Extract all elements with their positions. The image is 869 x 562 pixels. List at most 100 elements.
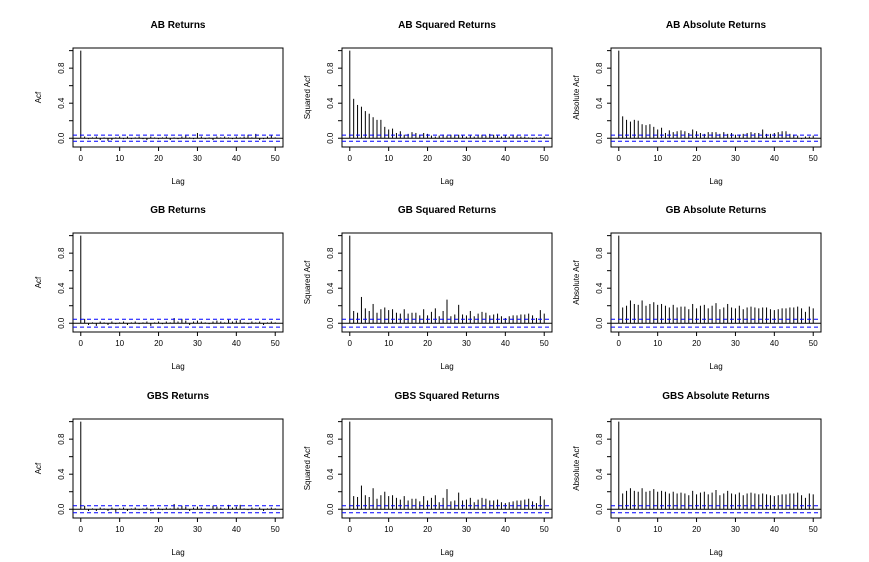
y-tick-label: 0.8 <box>57 433 66 445</box>
x-tick-label: 30 <box>731 154 740 163</box>
panel-title: GB Returns <box>150 205 206 216</box>
x-tick-label: 50 <box>540 154 549 163</box>
y-tick-label: 0.0 <box>595 503 604 515</box>
y-tick-label: 0.0 <box>57 503 66 515</box>
panel-title: AB Absolute Returns <box>666 20 767 31</box>
x-tick-label: 50 <box>540 525 549 534</box>
y-axis-label: Acf <box>34 276 43 288</box>
x-axis-label: Lag <box>440 548 453 557</box>
x-tick-label: 50 <box>809 154 818 163</box>
y-axis-label: Acf <box>34 91 43 103</box>
y-tick-label: 0.0 <box>326 317 335 329</box>
panel-title: GBS Absolute Returns <box>662 391 770 402</box>
y-tick-label: 0.0 <box>57 132 66 144</box>
x-tick-label: 40 <box>501 154 510 163</box>
y-tick-label: 0.8 <box>326 62 335 74</box>
plot-frame <box>610 232 822 333</box>
y-axis-label: Acf <box>34 462 43 474</box>
y-tick-label: 0.8 <box>326 247 335 259</box>
x-axis-label: Lag <box>171 548 184 557</box>
x-axis-label: Lag <box>171 362 184 371</box>
plot-frame <box>72 232 284 333</box>
x-tick-label: 0 <box>348 154 353 163</box>
panel-title: AB Returns <box>150 20 205 31</box>
plot-frame <box>72 47 284 148</box>
x-tick-label: 10 <box>115 525 124 534</box>
acf-panel: GB Absolute Returns Lag Absolute Acf 0 10 20 3… <box>572 205 822 371</box>
x-tick-label: 10 <box>653 525 662 534</box>
x-tick-label: 0 <box>617 525 622 534</box>
x-tick-label: 10 <box>115 339 124 348</box>
y-tick-label: 0.8 <box>595 433 604 445</box>
y-tick-label: 0.0 <box>595 317 604 329</box>
x-tick-label: 30 <box>193 154 202 163</box>
y-tick-label: 0.8 <box>57 62 66 74</box>
y-axis-label: Squared Acf <box>303 75 312 119</box>
x-axis-label: Lag <box>440 362 453 371</box>
x-tick-label: 10 <box>384 154 393 163</box>
x-tick-label: 0 <box>617 154 622 163</box>
x-axis-label: Lag <box>709 362 722 371</box>
x-tick-label: 30 <box>193 525 202 534</box>
panel-title: GB Absolute Returns <box>666 205 767 216</box>
y-tick-label: 0.4 <box>326 468 335 480</box>
x-tick-label: 40 <box>770 154 779 163</box>
y-axis-label: Absolute Acf <box>572 445 581 490</box>
y-tick-label: 0.4 <box>326 97 335 109</box>
x-axis-label: Lag <box>440 177 453 186</box>
x-tick-label: 10 <box>384 525 393 534</box>
x-tick-label: 20 <box>692 525 701 534</box>
x-tick-label: 0 <box>79 339 84 348</box>
x-tick-label: 50 <box>271 154 280 163</box>
x-tick-label: 30 <box>731 339 740 348</box>
panel-title: GBS Squared Returns <box>394 391 499 402</box>
plot-frame <box>341 47 553 148</box>
x-tick-label: 40 <box>501 525 510 534</box>
acf-panel: AB Absolute Returns Lag Absolute Acf 0 10 20 3… <box>572 20 822 186</box>
x-axis-label: Lag <box>709 548 722 557</box>
x-tick-label: 20 <box>154 154 163 163</box>
x-tick-label: 40 <box>770 339 779 348</box>
x-tick-label: 20 <box>423 339 432 348</box>
x-tick-label: 20 <box>154 525 163 534</box>
x-tick-label: 40 <box>232 154 241 163</box>
x-axis-label: Lag <box>171 177 184 186</box>
y-axis-label: Squared Acf <box>303 446 312 490</box>
y-tick-label: 0.4 <box>595 468 604 480</box>
plot-frame <box>341 232 553 333</box>
panel-title: AB Squared Returns <box>398 20 496 31</box>
plot-frame <box>610 418 822 519</box>
x-tick-label: 20 <box>692 154 701 163</box>
y-tick-label: 0.8 <box>326 433 335 445</box>
x-tick-label: 0 <box>617 339 622 348</box>
x-tick-label: 50 <box>809 339 818 348</box>
x-tick-label: 50 <box>271 525 280 534</box>
y-tick-label: 0.8 <box>57 247 66 259</box>
x-tick-label: 10 <box>653 154 662 163</box>
y-tick-label: 0.8 <box>595 62 604 74</box>
acf-panel: AB Returns Lag Acf 0 10 20 30 40 50 0.0 0.4 0.8 <box>34 20 284 186</box>
plot-frame <box>72 418 284 519</box>
x-tick-label: 50 <box>540 339 549 348</box>
y-axis-label: Absolute Acf <box>572 74 581 119</box>
x-tick-label: 0 <box>348 525 353 534</box>
panel-title: GBS Returns <box>147 391 210 402</box>
acf-panel: GBS Returns Lag Acf 0 10 20 30 40 50 0.0 0.4 0.8 <box>34 391 284 557</box>
y-tick-label: 0.0 <box>595 132 604 144</box>
x-tick-label: 10 <box>384 339 393 348</box>
plot-frame <box>341 418 553 519</box>
y-tick-label: 0.0 <box>326 503 335 515</box>
acf-panel: GB Squared Returns Lag Squared Acf 0 10 20 30 4… <box>303 205 553 371</box>
y-tick-label: 0.4 <box>57 468 66 480</box>
x-tick-label: 20 <box>692 339 701 348</box>
acf-panel: GB Returns Lag Acf 0 10 20 30 40 50 0.0 0.4 0.8 <box>34 205 284 371</box>
y-tick-label: 0.8 <box>595 247 604 259</box>
x-tick-label: 20 <box>423 525 432 534</box>
x-tick-label: 10 <box>653 339 662 348</box>
x-tick-label: 10 <box>115 154 124 163</box>
x-tick-label: 50 <box>271 339 280 348</box>
y-tick-label: 0.4 <box>595 282 604 294</box>
x-tick-label: 30 <box>731 525 740 534</box>
x-tick-label: 50 <box>809 525 818 534</box>
